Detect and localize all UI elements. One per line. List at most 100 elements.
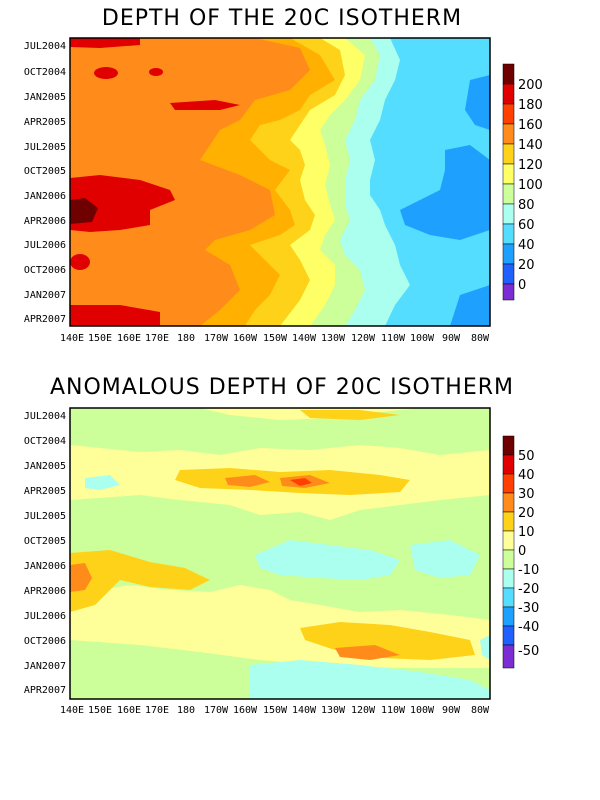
anomaly-neg10-band-top: [70, 408, 490, 455]
colorbar-swatch: [502, 263, 515, 285]
colorbar-swatch: [502, 183, 515, 205]
x-tick-label: 150W: [263, 333, 288, 344]
x-tick-label: 180: [177, 333, 195, 344]
colorbar-swatch: [502, 435, 515, 456]
x-tick-label: 160W: [233, 705, 258, 716]
x-tick-label: 150W: [263, 705, 288, 716]
y-tick-label: APR2005: [24, 117, 66, 128]
x-axis-1: 140E 150E 160E 170E 180 170W 160W 150W 1…: [60, 333, 490, 344]
y-tick-label: OCT2005: [24, 536, 66, 547]
contour-200-core: [70, 198, 98, 224]
colorbar-label: 160: [518, 118, 543, 133]
colorbar-label: 40: [518, 468, 535, 483]
x-tick-label: 80W: [471, 705, 490, 716]
colorbar-label: 0: [518, 278, 526, 293]
x-tick-label: 140W: [292, 705, 317, 716]
colorbar-swatch: [502, 203, 515, 225]
colorbar-swatch: [502, 625, 515, 646]
anomaly-neg20-patch-b: [410, 540, 480, 578]
y-tick-label: APR2006: [24, 216, 66, 227]
anomaly-pos20-core-c: [335, 645, 400, 660]
colorbar-label: -20: [518, 582, 539, 597]
y-tick-label: JUL2006: [24, 611, 66, 622]
y-tick-label: JAN2007: [24, 290, 66, 301]
y-tick-label: JAN2006: [24, 191, 66, 202]
contour-180-blob-a: [94, 67, 118, 79]
x-tick-label: 120W: [351, 705, 376, 716]
panel-2-title: ANOMALOUS DEPTH OF 20C ISOTHERM: [50, 375, 514, 400]
colorbar-label: -50: [518, 644, 539, 659]
y-tick-label: JUL2005: [24, 142, 66, 153]
y-tick-label: APR2007: [24, 685, 66, 696]
contour-180-blob-b: [149, 68, 163, 76]
x-tick-label: 170W: [204, 333, 229, 344]
colorbar-swatch: [502, 83, 515, 105]
colorbar-swatch: [502, 123, 515, 145]
colorbar-swatch: [502, 606, 515, 627]
x-tick-label: 170W: [204, 705, 229, 716]
contour-180-west-top: [70, 38, 140, 48]
y-tick-label: APR2005: [24, 486, 66, 497]
colorbar-swatch: [502, 223, 515, 245]
contour-40-patch-east: [400, 145, 490, 240]
x-tick-label: 140W: [292, 333, 317, 344]
colorbar-swatch: [502, 103, 515, 125]
x-tick-label: 150E: [88, 333, 112, 344]
colorbar-swatch: [502, 473, 515, 494]
colorbar-label: -10: [518, 563, 539, 578]
y-tick-label: JUL2006: [24, 240, 66, 251]
colorbar-label: 140: [518, 138, 543, 153]
x-tick-label: 130W: [321, 333, 346, 344]
contour-40-patch-ne: [465, 75, 490, 130]
y-tick-label: JUL2005: [24, 511, 66, 522]
heatmap-1-field: [70, 38, 490, 326]
plot-frame-1: [69, 37, 491, 327]
x-tick-label: 100W: [410, 333, 435, 344]
colorbar-label: -30: [518, 601, 539, 616]
colorbar-swatch: [502, 243, 515, 265]
colorbar-swatch: [502, 568, 515, 589]
x-tick-label: 130W: [321, 705, 346, 716]
x-tick-label: 160E: [117, 705, 141, 716]
y-tick-label: OCT2005: [24, 166, 66, 177]
colorbar-label: 0: [518, 544, 526, 559]
anomaly-neg20-patch-e: [480, 635, 490, 660]
colorbar-label: 20: [518, 258, 535, 273]
colorbar-swatch: [502, 63, 515, 85]
y-tick-label: OCT2006: [24, 265, 66, 276]
y-tick-label: APR2007: [24, 314, 66, 325]
colorbar-label: 60: [518, 218, 535, 233]
anomaly-neg20-patch-d: [85, 475, 120, 490]
x-tick-label: 140E: [60, 333, 84, 344]
colorbar-label: 120: [518, 158, 543, 173]
x-tick-label: 170E: [145, 333, 169, 344]
colorbar-swatch: [502, 163, 515, 185]
anomaly-neg20-patch-c: [250, 660, 490, 699]
panel-anomaly: ANOMALOUS DEPTH OF 20C ISOTHERM JUL2004: [24, 375, 539, 716]
y-tick-label: JAN2005: [24, 461, 66, 472]
colorbar-label: 100: [518, 178, 543, 193]
colorbar-swatch: [502, 511, 515, 532]
x-tick-label: 110W: [381, 705, 406, 716]
colorbar-label: 10: [518, 525, 535, 540]
colorbar-label: 20: [518, 506, 535, 521]
y-tick-label: JUL2004: [24, 41, 66, 52]
colorbar-label: 40: [518, 238, 535, 253]
anomaly-neg20-patch-a: [255, 540, 400, 580]
colorbar-2: 50 40 30 20 10 0 -10 -20 -30 -40 -50: [502, 435, 539, 669]
x-axis-2: 140E 150E 160E 170E 180 170W 160W 150W 1…: [60, 705, 490, 716]
panel-depth: DEPTH OF THE 20C ISOTHERM JUL2004 OCT200: [24, 6, 543, 344]
colorbar-swatch: [502, 283, 515, 301]
colorbar-label: 180: [518, 98, 543, 113]
contour-180-west-bottom: [70, 305, 160, 326]
y-axis-1: JUL2004 OCT2004 JAN2005 APR2005 JUL2005 …: [24, 41, 66, 325]
y-tick-label: OCT2006: [24, 636, 66, 647]
contour-180-west-mid: [70, 175, 175, 232]
y-axis-2: JUL2004 OCT2004 JAN2005 APR2005 JUL2005 …: [24, 411, 66, 696]
x-tick-label: 80W: [471, 333, 490, 344]
colorbar-swatch: [502, 454, 515, 475]
colorbar-label: 30: [518, 487, 535, 502]
plot-frame-2: [69, 407, 491, 700]
y-tick-label: JAN2005: [24, 92, 66, 103]
heatmap-2-field: [70, 408, 490, 699]
